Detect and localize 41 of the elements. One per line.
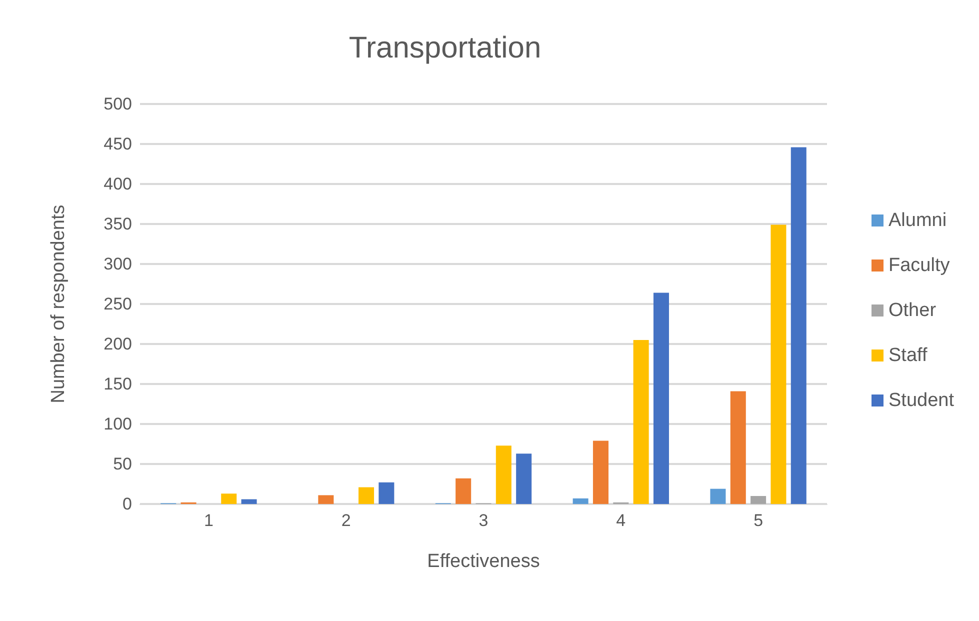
bar — [221, 494, 237, 504]
bar — [592, 440, 608, 504]
x-tick-label: 1 — [204, 511, 214, 530]
bar — [358, 487, 374, 504]
y-tick-label: 500 — [104, 94, 132, 114]
bar — [653, 292, 669, 504]
x-tick-label: 3 — [478, 511, 488, 530]
x-axis-title: Effectiveness — [427, 551, 540, 572]
bar — [633, 340, 649, 504]
x-tick-label: 2 — [341, 511, 351, 530]
legend-label: Other — [888, 300, 937, 321]
bar — [750, 496, 766, 504]
bar — [710, 488, 726, 504]
y-tick-label: 450 — [104, 134, 132, 154]
y-tick-label: 400 — [104, 174, 132, 194]
chart-title: Transportation — [348, 32, 542, 64]
bar — [318, 495, 334, 504]
bar — [790, 147, 806, 504]
y-tick-label: 350 — [104, 214, 132, 234]
y-tick-label: 250 — [104, 294, 132, 314]
bar — [496, 446, 512, 504]
bar — [378, 482, 394, 504]
y-tick-label: 0 — [122, 494, 132, 514]
bar — [730, 391, 746, 504]
y-tick-label: 300 — [104, 254, 132, 274]
x-tick-label: 4 — [616, 511, 626, 530]
x-tick-label: 5 — [754, 511, 764, 530]
legend-label: Faculty — [888, 255, 950, 276]
bar — [241, 499, 257, 504]
bar — [770, 224, 786, 504]
bar — [456, 478, 472, 504]
y-tick-label: 50 — [113, 454, 132, 474]
legend-label: Staff — [888, 345, 928, 366]
bar — [516, 454, 532, 504]
y-tick-label: 200 — [104, 334, 132, 354]
bar — [572, 498, 588, 504]
legend-label: Alumni — [888, 210, 947, 231]
y-tick-label: 100 — [104, 414, 132, 434]
legend-label: Student — [888, 390, 955, 411]
y-axis-title: Number of respondents — [48, 204, 69, 404]
y-tick-label: 150 — [104, 374, 132, 394]
